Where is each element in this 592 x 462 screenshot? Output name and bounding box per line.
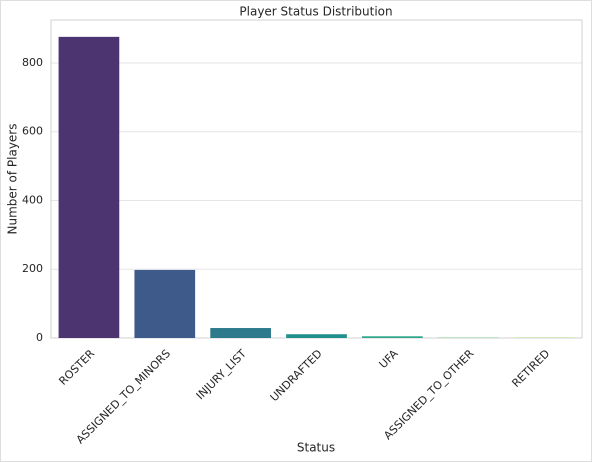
x-tick-label: ROSTER [56, 347, 97, 388]
x-tick-label: RETIRED [509, 347, 552, 390]
y-tick-label: 0 [36, 331, 43, 344]
y-tick-label: 400 [22, 193, 43, 206]
y-axis-label: Number of Players [6, 124, 20, 235]
x-tick-label: UFA [377, 347, 401, 371]
chart-title: Player Status Distribution [239, 5, 392, 19]
x-axis-label: Status [297, 441, 335, 455]
y-tick-label: 600 [22, 125, 43, 138]
plot-frame [50, 19, 583, 339]
y-tick-label: 800 [22, 56, 43, 69]
bar [286, 334, 347, 338]
bar [58, 36, 120, 339]
bar [134, 269, 196, 338]
y-tick-label: 200 [22, 262, 43, 275]
bar [362, 336, 423, 338]
x-tick-label: UNDRAFTED [268, 347, 325, 404]
bar [210, 328, 271, 338]
x-tick-label: INJURY_LIST [194, 347, 249, 402]
